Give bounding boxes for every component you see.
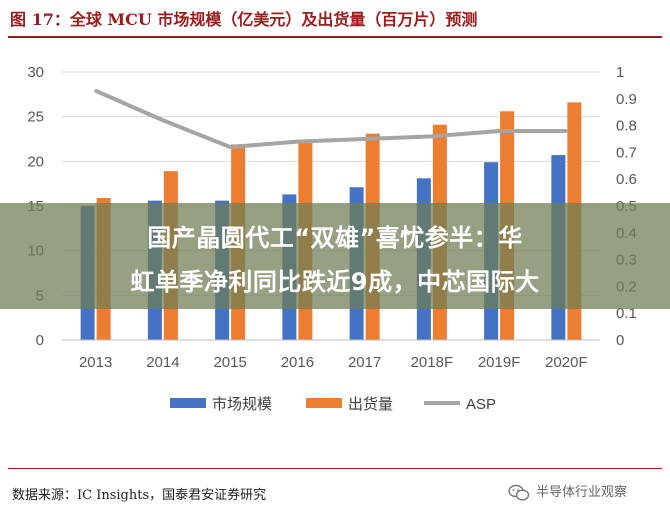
figure-title: 图 17：全球 MCU 市场规模（亿美元）及出货量（百万片）预测 bbox=[10, 10, 478, 29]
asp-point bbox=[497, 129, 501, 133]
y2-tick-label: 0.1 bbox=[616, 305, 637, 322]
asp-point bbox=[161, 118, 165, 122]
x-tick-label: 2020F bbox=[545, 354, 588, 371]
asp-point bbox=[295, 140, 299, 144]
asp-point bbox=[228, 145, 232, 149]
title-divider bbox=[8, 36, 662, 38]
asp-point bbox=[94, 89, 98, 93]
banner-headline-line-2: 虹单季净利同比跌近9成，中芯国际大 bbox=[130, 268, 540, 296]
y-tick-label: 20 bbox=[27, 153, 44, 170]
y2-tick-label: 0.6 bbox=[616, 171, 637, 188]
x-tick-label: 2018F bbox=[411, 354, 454, 371]
watermark-text: 半导体行业观察 bbox=[536, 485, 628, 500]
y2-tick-label: 0 bbox=[616, 332, 624, 349]
asp-point bbox=[430, 134, 434, 138]
asp-point bbox=[564, 129, 568, 133]
asp-line-path bbox=[94, 88, 567, 150]
legend-label-1: 出货量 bbox=[348, 396, 393, 413]
legend: 市场规模 出货量 ASP bbox=[170, 396, 496, 413]
x-tick-label: 2016 bbox=[281, 354, 314, 371]
wechat-icon bbox=[508, 484, 530, 501]
y2-tick-label: 1 bbox=[616, 64, 624, 81]
legend-label-2: ASP bbox=[466, 396, 496, 413]
y-tick-label: 0 bbox=[36, 332, 44, 349]
asp-point bbox=[363, 137, 367, 141]
footer-divider bbox=[8, 468, 662, 469]
x-tick-label: 2013 bbox=[79, 354, 112, 371]
legend-label-0: 市场规模 bbox=[212, 396, 272, 413]
legend-swatch-0 bbox=[170, 398, 206, 408]
banner-headline-line-1: 国产晶圆代工“双雄”喜忧参半：华 bbox=[147, 224, 523, 252]
y-tick-label: 25 bbox=[27, 109, 44, 126]
x-tick-label: 2015 bbox=[213, 354, 246, 371]
y2-tick-label: 0.8 bbox=[616, 118, 637, 135]
x-tick-label: 2017 bbox=[348, 354, 381, 371]
y-tick-label: 30 bbox=[27, 64, 44, 81]
y2-tick-label: 0.9 bbox=[616, 91, 637, 108]
x-tick-label: 2019F bbox=[478, 354, 521, 371]
news-banner-overlay bbox=[0, 203, 670, 309]
y2-tick-label: 0.7 bbox=[616, 144, 637, 161]
x-tick-label: 2014 bbox=[146, 354, 179, 371]
wechat-watermark: 半导体行业观察 bbox=[508, 481, 627, 502]
data-source: 数据来源：IC Insights，国泰君安证券研究 bbox=[12, 488, 267, 503]
asp-line bbox=[94, 88, 568, 150]
legend-swatch-1 bbox=[306, 398, 342, 408]
